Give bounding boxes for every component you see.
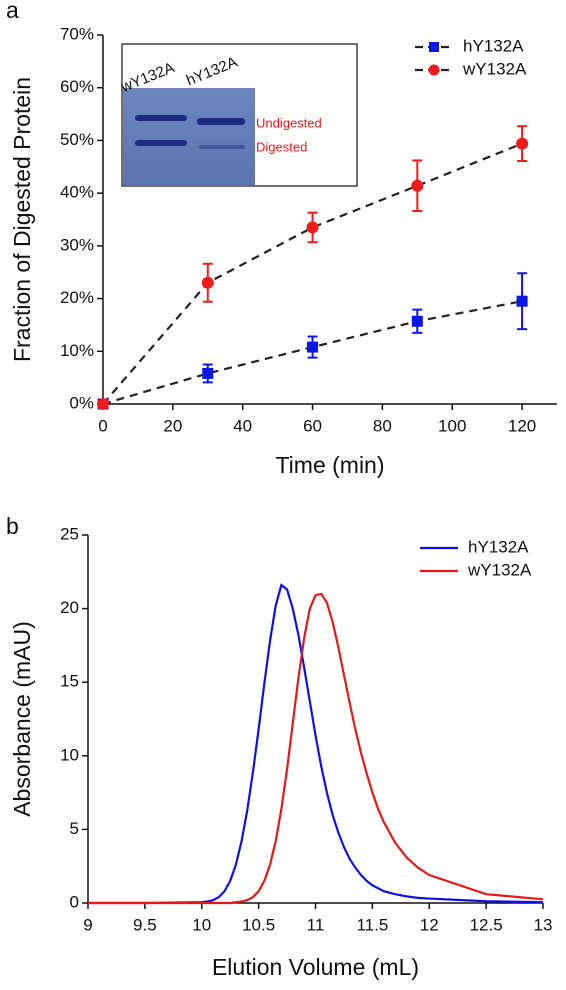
y-tick-label: 10% — [60, 341, 94, 360]
y-tick-label: 40% — [60, 183, 94, 202]
x-tick-label: 9.5 — [133, 915, 157, 934]
x-tick-label: 40 — [233, 416, 252, 435]
y-tick-label: 0 — [70, 892, 79, 911]
x-tick-label: 60 — [303, 416, 322, 435]
x-tick-label: 100 — [438, 416, 466, 435]
x-tick-label: 13 — [534, 915, 553, 934]
y-tick-label: 30% — [60, 235, 94, 254]
x-tick-label: 12.5 — [470, 915, 503, 934]
x-tick-label: 11 — [307, 915, 325, 934]
data-point — [97, 398, 109, 410]
gel-band — [197, 118, 245, 125]
y-tick-label: 70% — [60, 24, 94, 43]
gel-band — [135, 140, 187, 146]
x-tick-label: 9 — [83, 915, 92, 934]
series-line — [88, 592, 544, 905]
data-point — [516, 137, 529, 150]
y-tick-label: 25 — [60, 524, 79, 543]
data-point — [516, 295, 528, 307]
x-tick-label: 12 — [420, 915, 439, 934]
x-tick-label: 0 — [98, 416, 107, 435]
legend-label: wY132A — [467, 560, 532, 579]
x-axis-label: Elution Volume (mL) — [212, 954, 419, 980]
data-point — [201, 276, 214, 289]
x-tick-label: 80 — [373, 416, 392, 435]
x-tick-label: 10.5 — [242, 915, 275, 934]
legend-marker — [428, 64, 440, 76]
x-tick-label: 11.5 — [356, 915, 388, 934]
x-tick-label: 120 — [508, 416, 536, 435]
gel-band — [199, 145, 245, 149]
data-point — [411, 315, 423, 327]
y-tick-label: 0% — [69, 393, 94, 412]
y-tick-label: 5 — [70, 819, 79, 838]
y-tick-label: 15 — [60, 672, 79, 691]
legend-marker — [429, 42, 439, 52]
data-point — [307, 341, 319, 353]
x-tick-label: 10 — [192, 915, 211, 934]
gel-image — [123, 88, 255, 185]
y-tick-label: 10 — [60, 745, 79, 764]
legend-label: hY132A — [468, 537, 529, 556]
y-tick-label: 60% — [60, 77, 94, 96]
gel-band — [135, 115, 187, 121]
data-point — [411, 179, 424, 192]
panel-label: a — [6, 0, 19, 23]
panel-label: b — [6, 513, 19, 539]
data-point — [202, 367, 214, 379]
y-axis-label: Fraction of Digested Protein — [9, 77, 35, 362]
series-line — [88, 583, 544, 905]
band-label: Digested — [256, 139, 307, 154]
y-tick-label: 20% — [60, 288, 94, 307]
gel-inset: wY132A hY132A Undigested Digested — [118, 43, 358, 187]
data-point — [306, 221, 319, 234]
y-axis-label: Absorbance (mAU) — [9, 621, 35, 817]
x-axis-label: Time (min) — [275, 452, 384, 478]
y-tick-label: 20 — [60, 598, 79, 617]
band-label: Undigested — [256, 115, 322, 130]
legend-label: wY132A — [462, 59, 527, 78]
x-tick-label: 20 — [163, 416, 182, 435]
legend-label: hY132A — [463, 36, 524, 55]
y-tick-label: 50% — [60, 130, 94, 149]
